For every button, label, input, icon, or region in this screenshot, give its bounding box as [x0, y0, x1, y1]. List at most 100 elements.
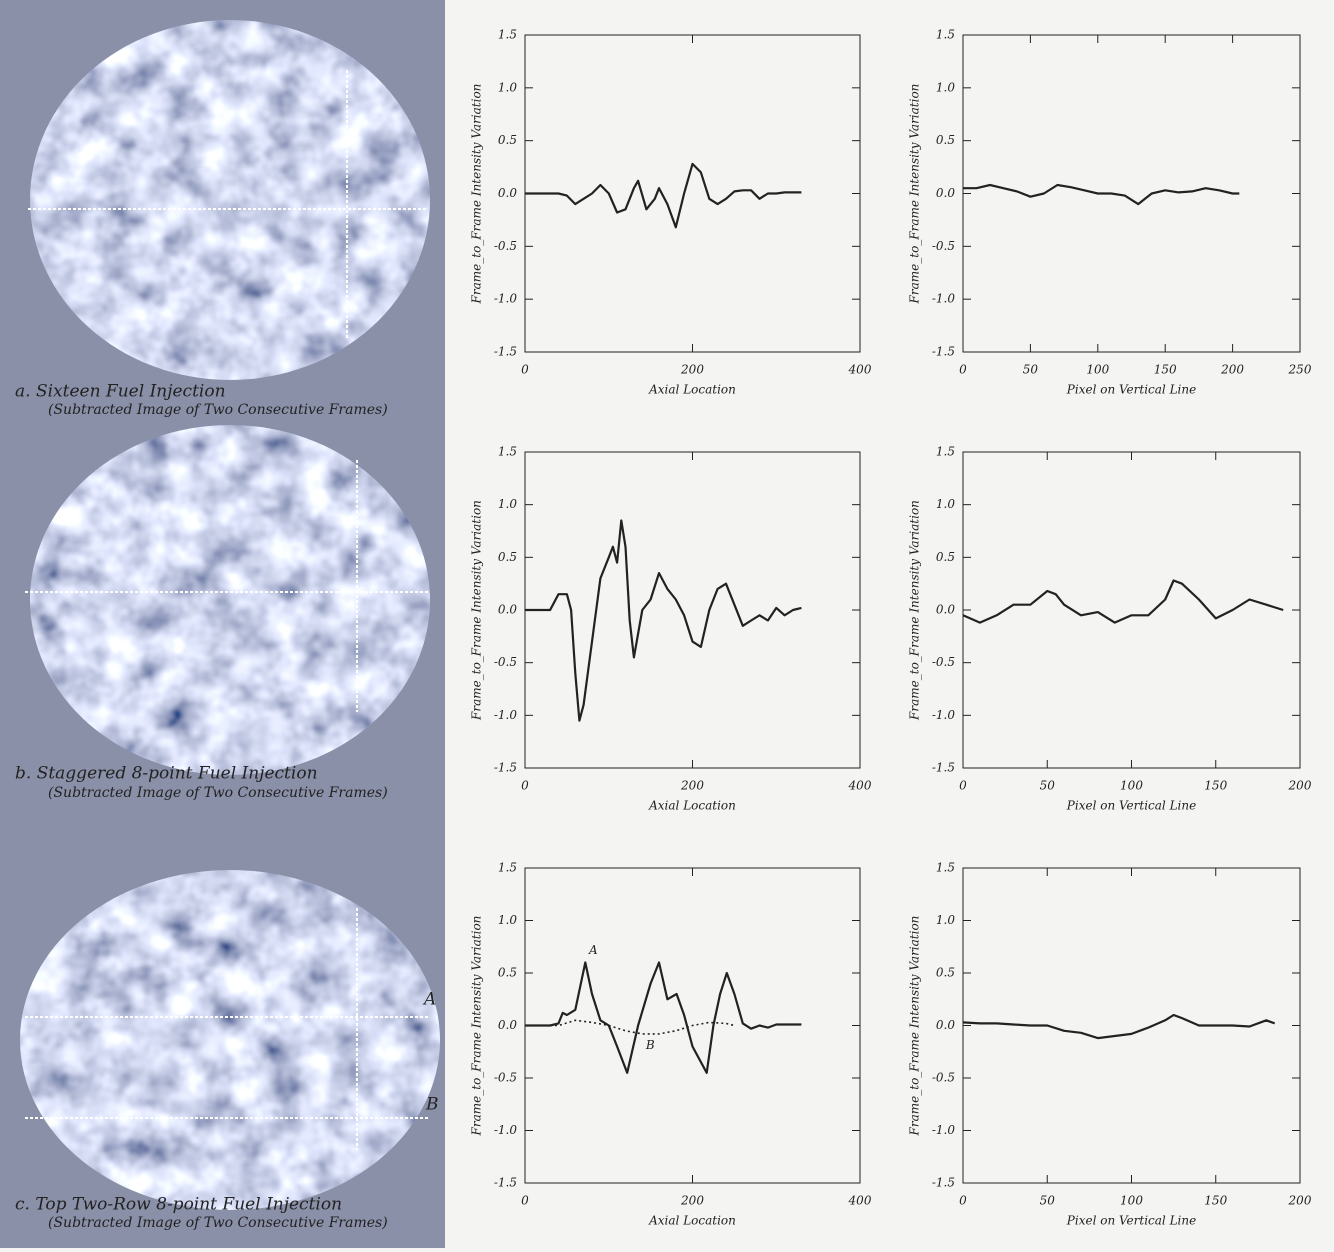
data-line [525, 961, 802, 1074]
line-chart: -1.5 -1.0 -0.5 0.0 0.5 1.0 1.5 0 50 100 150 200 Pixe… [908, 445, 1312, 813]
y-tick-label: 1.5 [936, 445, 955, 459]
x-tick-label: 0 [959, 1194, 967, 1208]
plot-frame [962, 451, 1301, 769]
x-tick-label: 0 [959, 779, 967, 793]
y-tick-label: -1.5 [932, 345, 955, 359]
x-tick-label: 0 [959, 363, 967, 377]
y-tick-label: -1.0 [494, 292, 518, 306]
line-chart: -1.5 -1.0 -0.5 0.0 0.5 1.0 1.5 0 50 100 150 200 Pixe… [908, 861, 1312, 1228]
y-tick-label: 1.5 [936, 861, 955, 875]
y-tick-label: -1.5 [494, 345, 517, 359]
y-tick-label: 1.0 [498, 80, 517, 94]
subcaption: (Subtracted Image of Two Consecutive Fra… [48, 402, 388, 418]
plot-frame [524, 451, 861, 769]
data-line [962, 1013, 1276, 1040]
line-chart: -1.5 -1.0 -0.5 0.0 0.5 1.0 1.5 0 200 400 Axial Loc… [470, 28, 872, 397]
y-tick-label: 0.0 [498, 603, 517, 617]
y-tick-label: -0.5 [494, 239, 517, 253]
y-tick-label: -0.5 [494, 655, 517, 669]
y-tick-label: 1.5 [498, 28, 517, 42]
line-chart: -1.5 -1.0 -0.5 0.0 0.5 1.0 1.5 0 50 100 150 200 250 P… [908, 28, 1312, 397]
image-a [30, 20, 430, 380]
image-b [30, 425, 430, 775]
image-c [20, 870, 440, 1210]
y-tick-label: 1.0 [936, 913, 955, 927]
x-tick-label: 150 [1204, 779, 1227, 793]
y-tick-label: 0.5 [936, 966, 955, 980]
x-axis-label: Pixel on Vertical Line [1066, 383, 1196, 397]
y-tick-label: -1.0 [494, 708, 518, 722]
y-tick-label: 0.0 [936, 186, 955, 200]
data-line [962, 579, 1284, 624]
caption: a. Sixteen Fuel Injection [15, 382, 226, 402]
x-tick-label: 200 [1288, 779, 1312, 793]
x-axis-label: Axial Location [648, 799, 736, 813]
y-tick-label: 0.5 [498, 550, 517, 564]
x-tick-label: 250 [1288, 363, 1312, 377]
y-tick-label: -0.5 [932, 655, 955, 669]
y-tick-label: 1.0 [936, 80, 955, 94]
x-tick-label: 400 [848, 1194, 872, 1208]
y-tick-label: 0.5 [498, 133, 517, 147]
data-line [525, 162, 802, 229]
data-line [525, 1019, 735, 1035]
plot-frame [962, 34, 1301, 353]
line-chart: -1.5 -1.0 -0.5 0.0 0.5 1.0 1.5 0 200 400 Axial Loc… [470, 861, 872, 1228]
y-tick-label: 1.0 [498, 497, 517, 511]
y-tick-label: -1.0 [932, 292, 956, 306]
y-tick-label: -1.5 [494, 761, 517, 775]
x-axis-label: Axial Location [648, 1214, 736, 1228]
caption: b. Staggered 8-point Fuel Injection [15, 764, 318, 784]
x-axis-label: Pixel on Vertical Line [1066, 799, 1196, 813]
image-panels: a. Sixteen Fuel Injection (Subtracted Im… [0, 0, 445, 1248]
x-tick-label: 200 [1220, 363, 1244, 377]
y-tick-label: 0.0 [936, 603, 955, 617]
y-tick-label: -0.5 [494, 1071, 517, 1085]
line-label: A [422, 990, 436, 1010]
y-tick-label: 0.5 [498, 966, 517, 980]
y-axis-label: Frame_to_Frame Intensity Variation [470, 500, 484, 721]
y-tick-label: -1.0 [932, 708, 956, 722]
x-tick-label: 200 [680, 363, 704, 377]
y-tick-label: -1.5 [494, 1176, 517, 1190]
y-tick-label: -1.0 [932, 1123, 956, 1137]
y-axis-label: Frame_to_Frame Intensity Variation [908, 84, 922, 305]
x-axis-label: Axial Location [648, 383, 736, 397]
y-tick-label: -1.5 [932, 1176, 955, 1190]
x-tick-label: 150 [1204, 1194, 1227, 1208]
x-tick-label: 200 [680, 779, 704, 793]
x-tick-label: 200 [680, 1194, 704, 1208]
x-tick-label: 50 [1040, 779, 1056, 793]
x-tick-label: 50 [1040, 1194, 1056, 1208]
x-tick-label: 50 [1023, 363, 1039, 377]
line-chart: -1.5 -1.0 -0.5 0.0 0.5 1.0 1.5 0 200 400 Axial Loc… [470, 445, 872, 813]
y-tick-label: 0.0 [498, 186, 517, 200]
series-label: A [588, 943, 598, 957]
plot-frame [524, 34, 861, 353]
y-axis-label: Frame_to_Frame Intensity Variation [470, 84, 484, 305]
y-tick-label: 1.5 [936, 28, 955, 42]
x-tick-label: 200 [1288, 1194, 1312, 1208]
x-tick-label: 0 [521, 363, 529, 377]
data-line [963, 183, 1240, 206]
y-tick-label: 1.5 [498, 861, 517, 875]
x-tick-label: 400 [848, 779, 872, 793]
x-tick-label: 0 [521, 1194, 529, 1208]
y-tick-label: -0.5 [932, 1071, 955, 1085]
y-tick-label: 1.5 [498, 445, 517, 459]
series-label: B [645, 1038, 655, 1052]
y-tick-label: 0.5 [936, 550, 955, 564]
y-tick-label: 1.0 [498, 913, 517, 927]
x-tick-label: 100 [1120, 779, 1143, 793]
subcaption: (Subtracted Image of Two Consecutive Fra… [48, 785, 388, 801]
subcaption: (Subtracted Image of Two Consecutive Fra… [48, 1215, 388, 1231]
y-axis-label: Frame_to_Frame Intensity Variation [470, 916, 484, 1137]
data-line [525, 519, 802, 722]
crosshairs [25, 70, 428, 1150]
x-tick-label: 400 [848, 363, 872, 377]
x-tick-label: 100 [1120, 1194, 1143, 1208]
y-tick-label: 0.5 [936, 133, 955, 147]
y-tick-label: -1.0 [494, 1123, 518, 1137]
x-tick-label: 150 [1154, 363, 1177, 377]
